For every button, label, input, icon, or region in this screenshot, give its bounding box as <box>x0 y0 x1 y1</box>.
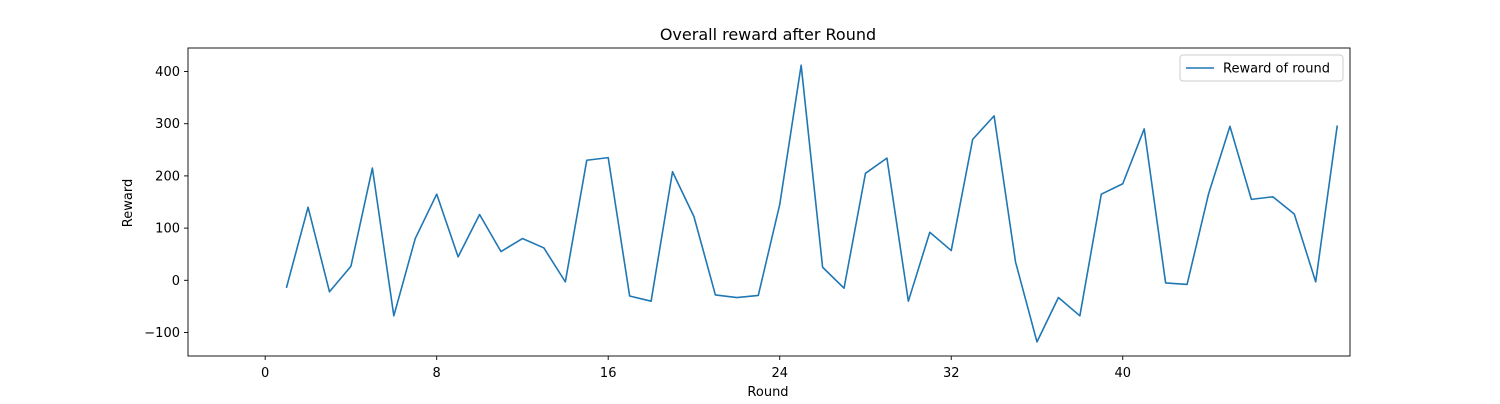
y-tick-label-400: 400 <box>155 65 180 80</box>
y-tick-label-0: 0 <box>172 274 180 289</box>
plot-area: 0 8 16 24 32 40 −100 0 100 200 300 400 <box>144 47 1351 381</box>
y-axis-label: Reward <box>121 179 136 227</box>
chart-title: Overall reward after Round <box>660 25 876 44</box>
x-tick-label-32: 32 <box>943 366 960 381</box>
x-axis-label: Round <box>747 385 788 400</box>
legend: Reward of round <box>1179 54 1344 82</box>
x-tick-label-24: 24 <box>771 366 788 381</box>
x-tick-label-8: 8 <box>433 366 441 381</box>
y-tick-label-200: 200 <box>155 169 180 184</box>
x-tick-label-16: 16 <box>600 366 617 381</box>
x-tick-label-0: 0 <box>261 366 269 381</box>
plot-frame <box>187 47 1351 357</box>
x-tick-label-40: 40 <box>1114 366 1131 381</box>
y-tick-label-300: 300 <box>155 117 180 132</box>
y-tick-label--100: −100 <box>144 326 180 341</box>
legend-box <box>1179 54 1344 82</box>
y-tick-label-100: 100 <box>155 222 180 237</box>
series-line-0 <box>285 64 1339 343</box>
legend-label-0: Reward of round <box>1223 62 1330 77</box>
